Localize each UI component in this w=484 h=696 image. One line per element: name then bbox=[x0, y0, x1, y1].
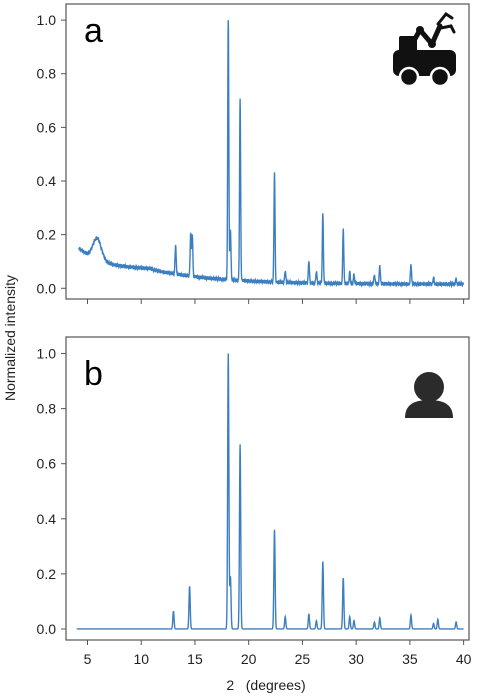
panel-b-x-axis: 5 10 15 20 25 30 35 40 bbox=[84, 640, 472, 667]
x-tick-label: 35 bbox=[402, 651, 418, 667]
y-tick-label: 0.8 bbox=[37, 66, 57, 82]
x-tick-label: 20 bbox=[241, 651, 257, 667]
panel-a-label: a bbox=[84, 12, 103, 50]
y-tick-label: 1.0 bbox=[37, 12, 57, 28]
panel-a-plot: 0.0 0.2 0.4 0.6 0.8 1.0 a bbox=[37, 3, 470, 304]
x-tick-label: 40 bbox=[456, 651, 472, 667]
x-tick-label: 15 bbox=[187, 651, 203, 667]
x-tick-label: 5 bbox=[84, 651, 92, 667]
y-tick-label: 0.4 bbox=[37, 511, 57, 527]
panel-b-label: b bbox=[84, 355, 103, 393]
panel-b-frame bbox=[65, 336, 470, 641]
y-tick-label: 0.4 bbox=[37, 173, 57, 189]
panel-b-y-axis: 0.0 0.2 0.4 0.6 0.8 1.0 bbox=[37, 346, 66, 637]
panel-a-y-axis: 0.0 0.2 0.4 0.6 0.8 1.0 bbox=[37, 12, 66, 296]
x-tick-label: 25 bbox=[295, 651, 311, 667]
panel-b-plot: 0.0 0.2 0.4 0.6 0.8 1.0 5 10 15 20 25 30 35 40 b bbox=[37, 336, 472, 667]
y-tick-label: 1.0 bbox=[37, 346, 57, 362]
y-tick-label: 0.8 bbox=[37, 401, 57, 417]
panel-a-x-axis bbox=[86, 299, 465, 304]
panel-a-series-line bbox=[78, 20, 465, 289]
y-tick-label: 0.0 bbox=[37, 621, 57, 637]
x-axis-title: 2 (degrees) bbox=[226, 677, 305, 693]
y-axis-title: Normalized intensity bbox=[2, 275, 18, 401]
y-tick-label: 0.0 bbox=[37, 280, 57, 296]
x-tick-label: 30 bbox=[348, 651, 364, 667]
panel-a-frame bbox=[65, 3, 470, 300]
person-icon bbox=[405, 372, 453, 418]
y-tick-label: 0.2 bbox=[37, 227, 57, 243]
y-tick-label: 0.6 bbox=[37, 119, 57, 135]
panel-b-series-line bbox=[76, 353, 464, 630]
y-tick-label: 0.2 bbox=[37, 566, 57, 582]
robot-icon bbox=[393, 11, 456, 88]
y-tick-label: 0.6 bbox=[37, 456, 57, 472]
x-tick-label: 10 bbox=[133, 651, 149, 667]
